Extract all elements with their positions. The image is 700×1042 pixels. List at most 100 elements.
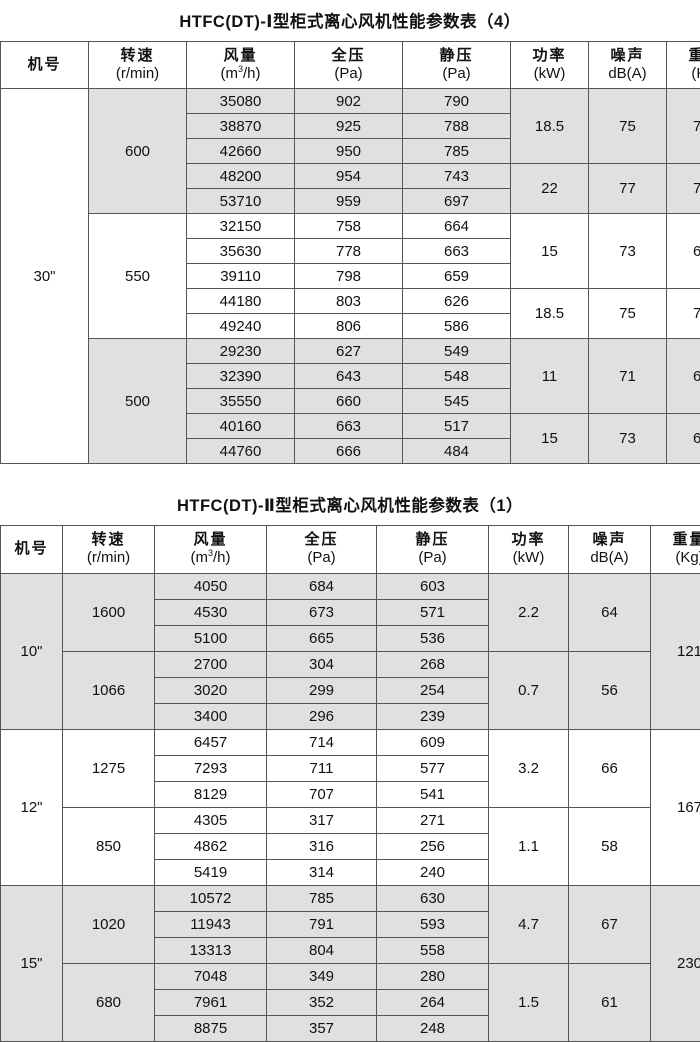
total-pressure-cell: 299 (267, 677, 377, 703)
airflow-cell: 40160 (187, 414, 295, 439)
total-pressure-cell: 707 (267, 781, 377, 807)
airflow-cell: 3400 (155, 703, 267, 729)
airflow-cell: 49240 (187, 314, 295, 339)
airflow-cell: 44760 (187, 439, 295, 464)
static-pressure-cell: 558 (377, 937, 489, 963)
airflow-cell: 48200 (187, 164, 295, 189)
column-header-line2: (kW) (489, 549, 568, 567)
weight-cell: 675 (667, 214, 700, 289)
static-pressure-cell: 541 (377, 781, 489, 807)
airflow-cell: 32390 (187, 364, 295, 389)
column-header-line2: (m3/h) (155, 549, 266, 567)
column-header-line1: 重量 (651, 531, 700, 549)
total-pressure-cell: 959 (295, 189, 403, 214)
total-pressure-cell: 296 (267, 703, 377, 729)
column-header-line2: (m3/h) (187, 65, 294, 83)
airflow-cell: 39110 (187, 264, 295, 289)
airflow-cell: 4530 (155, 599, 267, 625)
column-header-line1: 风量 (155, 531, 266, 549)
column-header-7: 重量(Kg) (651, 526, 700, 573)
total-pressure-cell: 673 (267, 599, 377, 625)
static-pressure-cell: 664 (403, 214, 511, 239)
noise-cell: 75 (589, 289, 667, 339)
airflow-cell: 44180 (187, 289, 295, 314)
total-pressure-cell: 314 (267, 859, 377, 885)
column-header-line2: (r/min) (63, 549, 154, 567)
noise-cell: 67 (569, 885, 651, 963)
model-cell: 15" (1, 885, 63, 1041)
weight-cell: 675 (667, 414, 700, 464)
column-header-line2: (kW) (511, 65, 588, 83)
column-header-3: 全压(Pa) (295, 42, 403, 89)
table-row: 500292306275491171640 (1, 339, 700, 364)
noise-cell: 61 (569, 963, 651, 1041)
speed-cell: 500 (89, 339, 187, 464)
static-pressure-cell: 659 (403, 264, 511, 289)
table-1-title: HTFC(DT)-Ⅰ型柜式离心风机性能参数表（4） (0, 0, 700, 41)
column-header-line1: 转速 (89, 47, 186, 65)
airflow-cell: 29230 (187, 339, 295, 364)
weight-cell: 167 (651, 729, 700, 885)
column-header-line1: 静压 (377, 531, 488, 549)
column-header-line1: 噪声 (569, 531, 650, 549)
static-pressure-cell: 630 (377, 885, 489, 911)
model-cell: 30" (1, 89, 89, 464)
static-pressure-cell: 268 (377, 651, 489, 677)
weight-cell: 121 (651, 573, 700, 729)
airflow-cell: 2700 (155, 651, 267, 677)
table-1-body: 30"6003508090279018.57570038870925788426… (1, 89, 700, 464)
model-cell: 12" (1, 729, 63, 885)
power-cell: 3.2 (489, 729, 569, 807)
static-pressure-cell: 743 (403, 164, 511, 189)
airflow-cell: 4050 (155, 573, 267, 599)
column-header-0: 机号 (1, 42, 89, 89)
airflow-cell: 35630 (187, 239, 295, 264)
airflow-cell: 5419 (155, 859, 267, 885)
static-pressure-cell: 254 (377, 677, 489, 703)
static-pressure-cell: 239 (377, 703, 489, 729)
model-cell: 10" (1, 573, 63, 729)
total-pressure-cell: 954 (295, 164, 403, 189)
static-pressure-cell: 484 (403, 439, 511, 464)
datasheet-page: HTFC(DT)-Ⅰ型柜式离心风机性能参数表（4） 机号转速(r/min)风量(… (0, 0, 700, 889)
total-pressure-cell: 714 (267, 729, 377, 755)
airflow-cell: 7293 (155, 755, 267, 781)
static-pressure-cell: 240 (377, 859, 489, 885)
static-pressure-cell: 571 (377, 599, 489, 625)
total-pressure-cell: 925 (295, 114, 403, 139)
column-header-2: 风量(m3/h) (155, 526, 267, 573)
column-header-line1: 重量 (667, 47, 700, 65)
static-pressure-cell: 536 (377, 625, 489, 651)
weight-cell: 730 (667, 164, 700, 214)
column-header-line2: (Pa) (377, 549, 488, 567)
static-pressure-cell: 663 (403, 239, 511, 264)
column-header-3: 全压(Pa) (267, 526, 377, 573)
column-header-line1: 功率 (489, 531, 568, 549)
total-pressure-cell: 352 (267, 989, 377, 1015)
static-pressure-cell: 256 (377, 833, 489, 859)
total-pressure-cell: 791 (267, 911, 377, 937)
airflow-cell: 6457 (155, 729, 267, 755)
column-header-4: 静压(Pa) (403, 42, 511, 89)
speed-cell: 1600 (63, 573, 155, 651)
static-pressure-cell: 545 (403, 389, 511, 414)
airflow-cell: 35550 (187, 389, 295, 414)
weight-cell: 700 (667, 89, 700, 164)
airflow-cell: 8129 (155, 781, 267, 807)
column-header-line2: (Pa) (403, 65, 510, 83)
power-cell: 11 (511, 339, 589, 414)
airflow-cell: 7048 (155, 963, 267, 989)
noise-cell: 75 (589, 89, 667, 164)
total-pressure-cell: 349 (267, 963, 377, 989)
total-pressure-cell: 785 (267, 885, 377, 911)
static-pressure-cell: 517 (403, 414, 511, 439)
speed-cell: 680 (63, 963, 155, 1041)
